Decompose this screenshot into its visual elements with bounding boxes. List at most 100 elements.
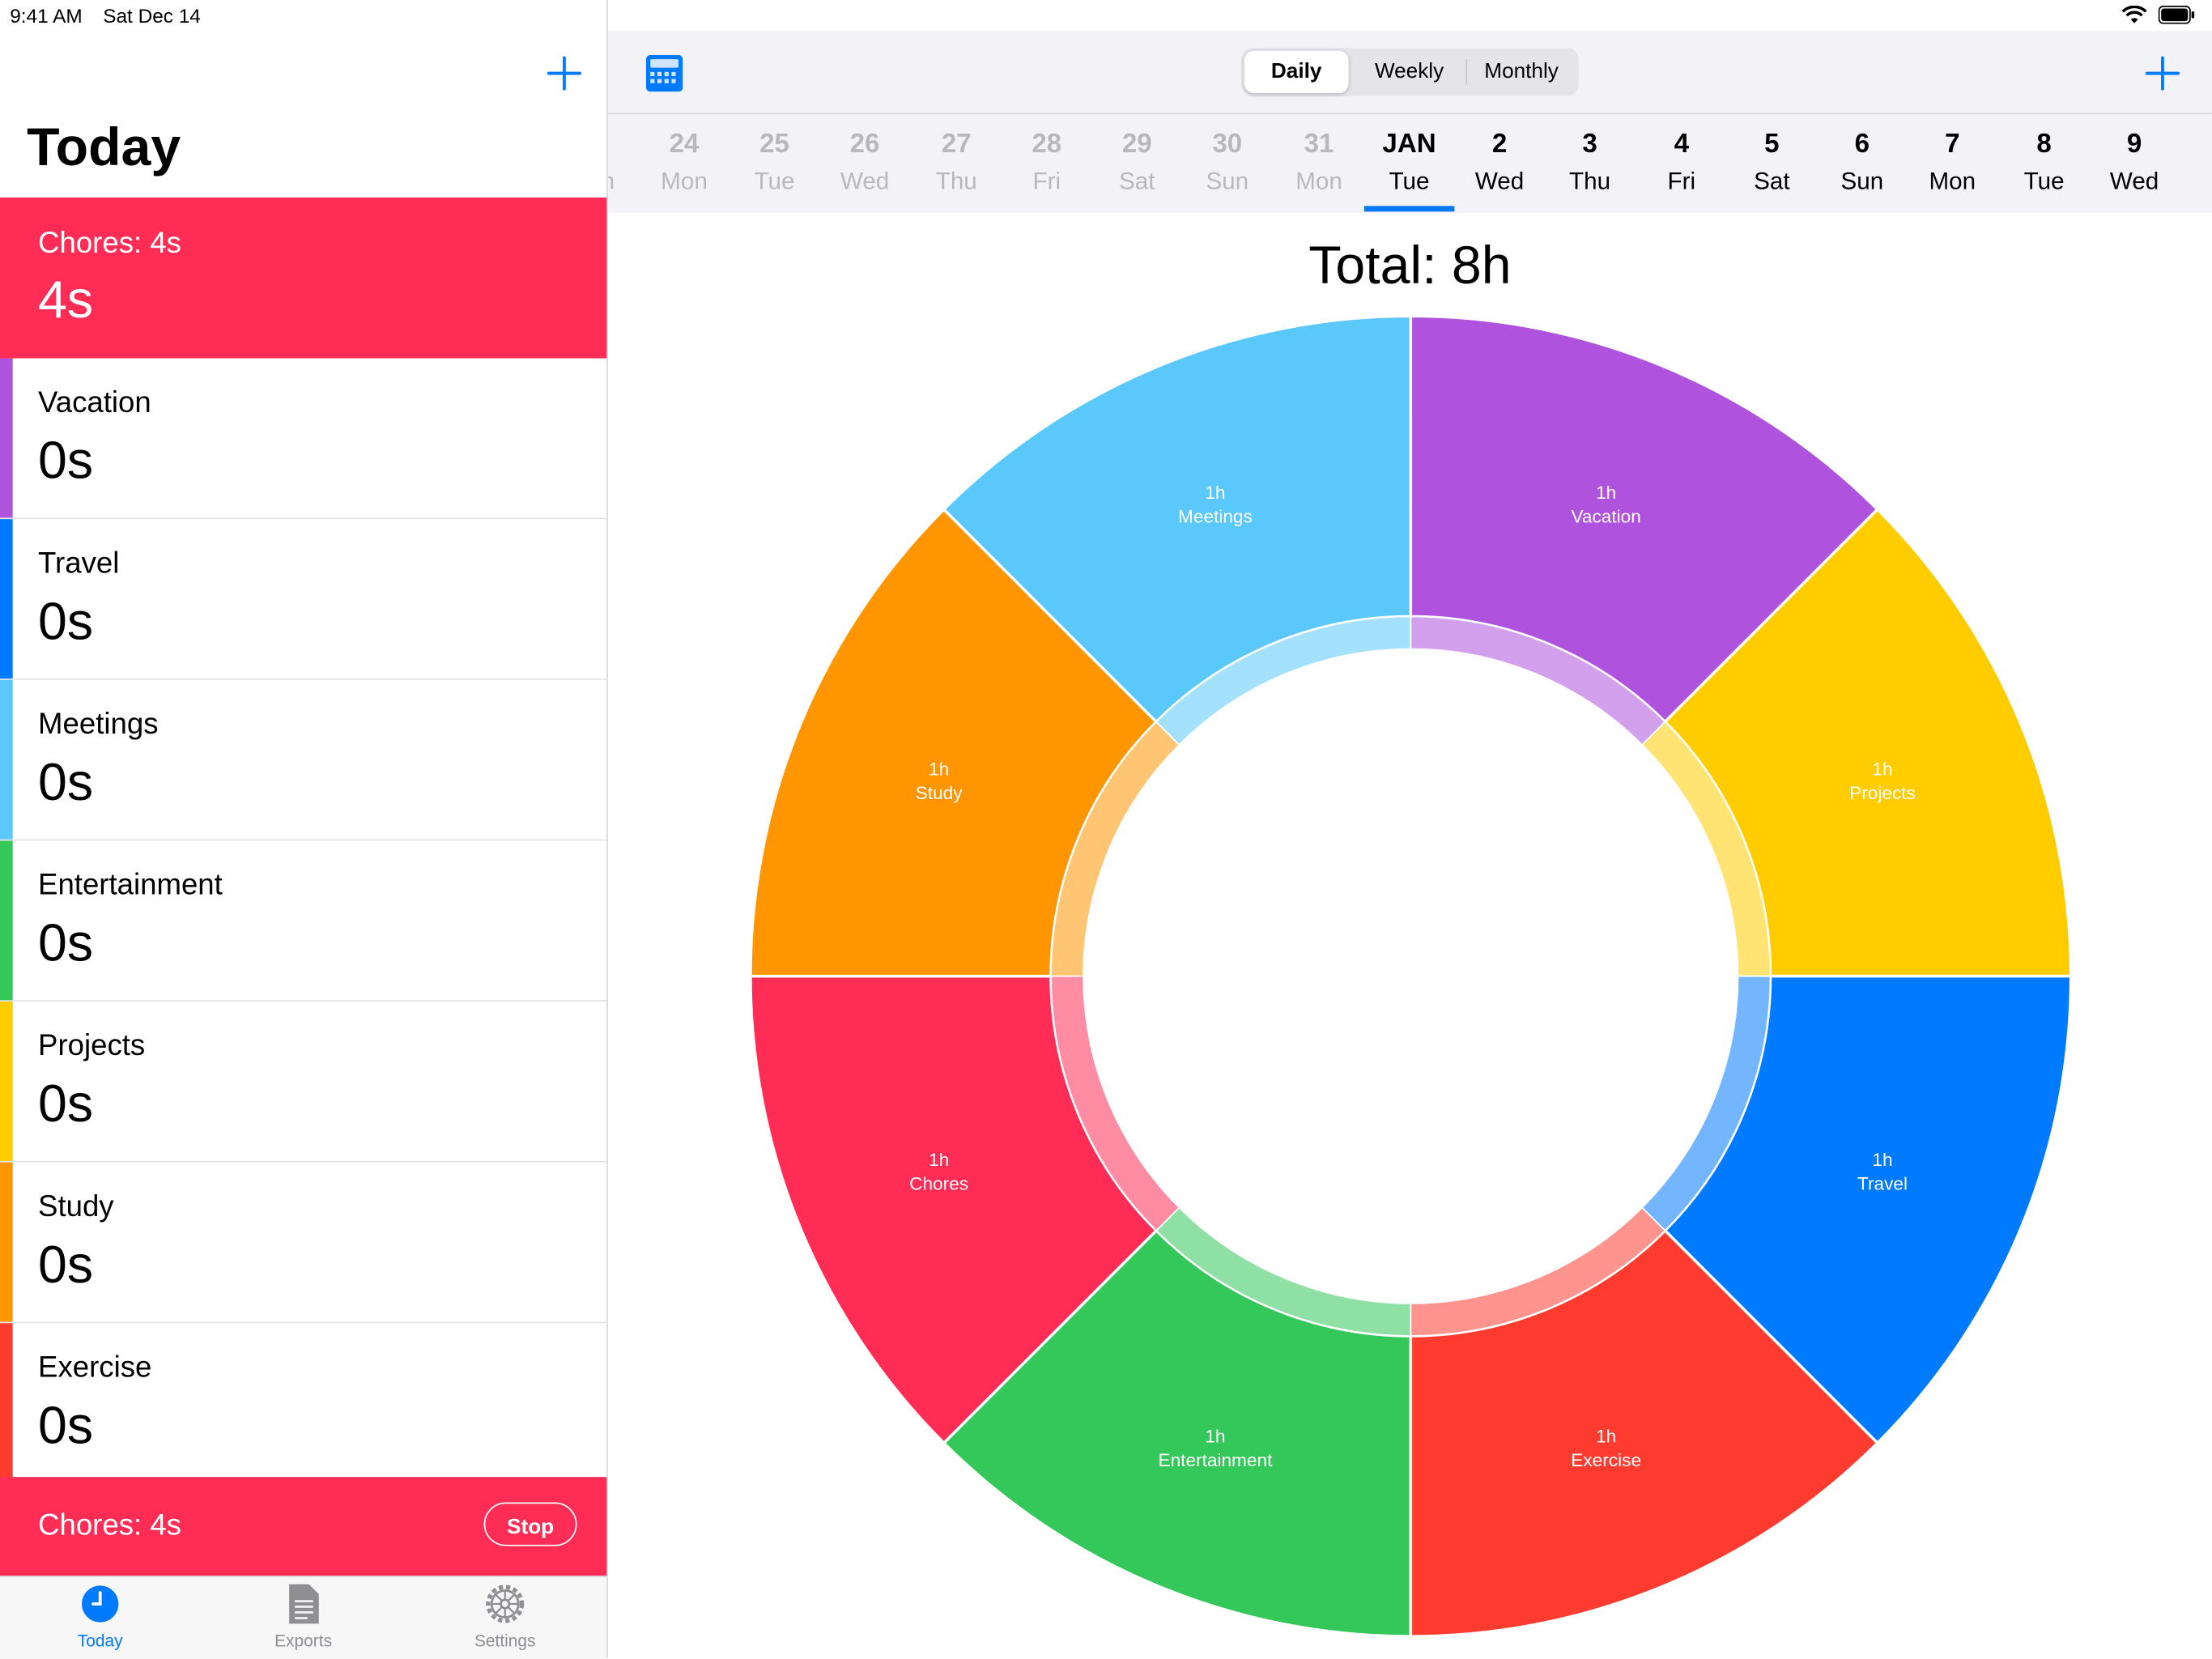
date-item[interactable]: 2 Wed <box>1474 130 1525 195</box>
date-item[interactable]: 4 Fri <box>1667 130 1696 195</box>
category-name: Study <box>38 1190 114 1223</box>
sidebar: Today Chores: 4s 4s Vacation 0s Travel 0… <box>0 0 608 1659</box>
slice-name-label: Travel <box>1857 1174 1908 1194</box>
slice-value-label: 1h <box>929 1150 949 1170</box>
category-donut-chart: 1h Vacation 1h Projects 1h Travel 1h Exercise 1h… <box>750 316 2071 1637</box>
tab-bar: Today Exports <box>0 1576 607 1659</box>
slice-name-label: Vacation <box>1571 507 1640 527</box>
category-value: 0s <box>38 432 94 490</box>
date-item-selected[interactable]: JAN Tue <box>1382 130 1436 195</box>
wifi-icon <box>2121 5 2147 23</box>
slice-name-label: Entertainment <box>1159 1450 1274 1470</box>
tab-today[interactable]: Today <box>36 1583 164 1651</box>
date-item[interactable]: 31 Mon <box>1295 130 1342 195</box>
page-title: Today <box>27 118 181 178</box>
category-color-bar <box>0 519 13 679</box>
segment-monthly[interactable]: Monthly <box>1484 59 1559 83</box>
category-name: Projects <box>38 1029 146 1062</box>
category-item-travel[interactable]: Travel 0s <box>0 519 607 680</box>
slice-name-label: Projects <box>1849 783 1916 803</box>
category-color-bar <box>0 1323 13 1483</box>
date-item[interactable]: 25 Tue <box>754 130 795 195</box>
category-color-bar <box>0 1002 13 1161</box>
selected-date-underline <box>1363 206 1455 212</box>
category-item-entertainment[interactable]: Entertainment 0s <box>0 840 607 1002</box>
date-item[interactable]: 24 Mon <box>661 130 708 195</box>
date-item[interactable]: 5 Sat <box>1754 130 1790 195</box>
category-value: 4s <box>38 270 94 329</box>
category-color-bar <box>0 840 13 1001</box>
slice-value-label: 1h <box>1205 483 1225 503</box>
date-item[interactable]: 3 Thu <box>1569 130 1611 195</box>
calculator-icon[interactable] <box>645 54 683 92</box>
tab-label: Today <box>77 1631 123 1651</box>
running-timer-bar[interactable]: Chores: 4s Stop <box>0 1477 607 1576</box>
date-item[interactable]: 30 Sun <box>1206 130 1249 195</box>
category-item-vacation[interactable]: Vacation 0s <box>0 358 607 520</box>
category-value: 0s <box>38 1236 94 1294</box>
slice-value-label: 1h <box>1872 1150 1892 1170</box>
slice-name-label: Exercise <box>1571 1450 1641 1470</box>
date-item[interactable]: 9 Wed <box>2109 130 2159 195</box>
add-entry-icon[interactable] <box>2143 53 2183 93</box>
category-value: 0s <box>38 914 94 972</box>
slice-inner-ring-meetings <box>1155 615 1412 747</box>
stop-button[interactable]: Stop <box>483 1502 577 1546</box>
slice-value-label: 1h <box>1205 1426 1225 1446</box>
status-date: Sat Dec 14 <box>103 4 201 28</box>
document-icon <box>289 1584 319 1624</box>
date-item[interactable]: 26 Wed <box>840 130 890 195</box>
category-item-projects[interactable]: Projects 0s <box>0 1002 607 1163</box>
category-item-meetings[interactable]: Meetings 0s <box>0 679 607 841</box>
navigation-bar: Daily Weekly Monthly <box>607 31 2212 113</box>
category-item-chores-active[interactable]: Chores: 4s 4s <box>0 197 607 359</box>
gear-icon <box>486 1585 525 1623</box>
category-name: Travel <box>38 547 120 581</box>
segment-weekly[interactable]: Weekly <box>1374 59 1444 83</box>
tab-label: Settings <box>474 1631 536 1651</box>
date-item-partial[interactable]: T <box>2180 129 2212 197</box>
chart-title: Total: 8h <box>1308 236 1512 296</box>
date-item[interactable]: 6 Sun <box>1840 130 1884 195</box>
date-item[interactable]: 29 Sat <box>1119 130 1155 195</box>
date-item[interactable]: 27 Thu <box>935 130 977 195</box>
category-color-bar <box>0 358 13 518</box>
category-color-bar <box>0 1162 13 1322</box>
category-value: 0s <box>38 592 94 651</box>
date-item[interactable]: 28 Fri <box>1032 130 1062 195</box>
category-value: 0s <box>38 753 94 811</box>
segment-daily[interactable]: Daily <box>1244 50 1349 93</box>
tab-settings[interactable]: Settings <box>441 1583 568 1651</box>
date-item[interactable]: 7 Mon <box>1929 130 1976 195</box>
status-bar: 9:41 AM Sat Dec 14 <box>0 0 2212 31</box>
slice-name-label: Chores <box>909 1174 968 1194</box>
status-indicators <box>2121 5 2195 24</box>
slice-name-label: Study <box>916 783 963 803</box>
running-timer-label: Chores: 4s <box>38 1509 181 1542</box>
category-value: 0s <box>38 1074 94 1134</box>
segment-divider <box>1465 59 1467 85</box>
category-name: Meetings <box>38 708 159 741</box>
slice-value-label: 1h <box>1596 483 1616 503</box>
date-item[interactable]: 8 Tue <box>2023 130 2065 195</box>
category-name: Exercise <box>38 1351 152 1385</box>
category-name: Entertainment <box>38 869 223 902</box>
category-item-exercise[interactable]: Exercise 0s <box>0 1323 607 1484</box>
slice-value-label: 1h <box>929 759 949 779</box>
category-item-study[interactable]: Study 0s <box>0 1162 607 1324</box>
add-category-icon[interactable] <box>545 53 585 93</box>
tab-exports[interactable]: Exports <box>240 1583 367 1651</box>
date-item-partial[interactable]: n <box>608 129 653 197</box>
category-list: Chores: 4s 4s Vacation 0s Travel 0s Meet… <box>0 197 607 1484</box>
tab-label: Exports <box>274 1631 333 1651</box>
category-name: Chores: 4s <box>38 227 181 260</box>
category-name: Vacation <box>38 386 151 419</box>
status-time: 9:41 AM <box>10 4 83 28</box>
category-color-bar <box>0 679 13 840</box>
period-segmented-control: Daily Weekly Monthly <box>1241 48 1579 96</box>
slice-value-label: 1h <box>1596 1426 1616 1446</box>
battery-icon <box>2158 5 2195 24</box>
slice-name-label: Meetings <box>1178 507 1253 527</box>
